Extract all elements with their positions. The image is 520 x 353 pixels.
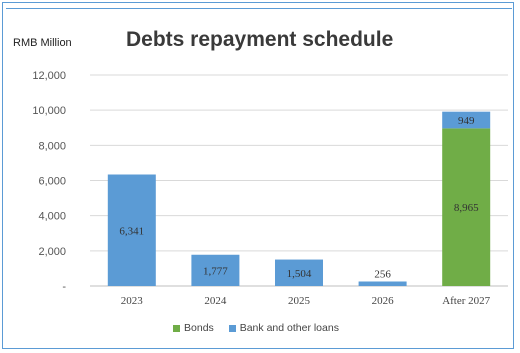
legend: Bonds Bank and other loans: [0, 322, 512, 334]
x-tick-label: After 2027: [442, 295, 490, 307]
y-tick-label: 2,000: [38, 246, 66, 258]
bar-bonds: [442, 128, 491, 286]
bar-bank-loans: [107, 174, 156, 286]
legend-item-bank-loans: Bank and other loans: [228, 322, 339, 334]
chart-title: Debts repayment schedule: [126, 28, 394, 51]
legend-swatch-bonds: [173, 324, 181, 332]
bar-bank-loans: [191, 254, 240, 286]
y-tick-label: 10,000: [32, 105, 66, 117]
bar-bank-loans: [358, 281, 407, 286]
bar-bank-loans: [442, 111, 491, 129]
data-label: 949: [458, 115, 475, 127]
x-tick-label: 2026: [372, 295, 395, 307]
data-label: 256: [374, 268, 391, 280]
legend-item-bonds: Bonds: [173, 322, 217, 334]
top-border-line: [6, 8, 512, 9]
y-tick-label: 12,000: [32, 70, 66, 82]
y-tick-label: 4,000: [38, 211, 66, 223]
data-label: 6,341: [119, 225, 144, 237]
x-tick-label: 2025: [288, 295, 311, 307]
chart-frame: [2, 2, 514, 349]
y-tick-label: 6,000: [38, 176, 66, 188]
bar-bank-loans: [275, 259, 323, 286]
data-label: 8,965: [454, 202, 479, 214]
y-tick-label: -: [62, 281, 66, 293]
x-tick-label: 2024: [204, 295, 227, 307]
legend-label-bonds: Bonds: [184, 322, 214, 334]
legend-swatch-bank-loans: [228, 324, 236, 332]
data-label: 1,504: [287, 268, 312, 280]
unit-label: RMB Million: [13, 37, 72, 49]
data-label: 1,777: [203, 265, 228, 277]
x-tick-label: 2023: [121, 295, 144, 307]
y-tick-label: 8,000: [38, 140, 66, 152]
legend-label-bank-loans: Bank and other loans: [239, 322, 339, 334]
